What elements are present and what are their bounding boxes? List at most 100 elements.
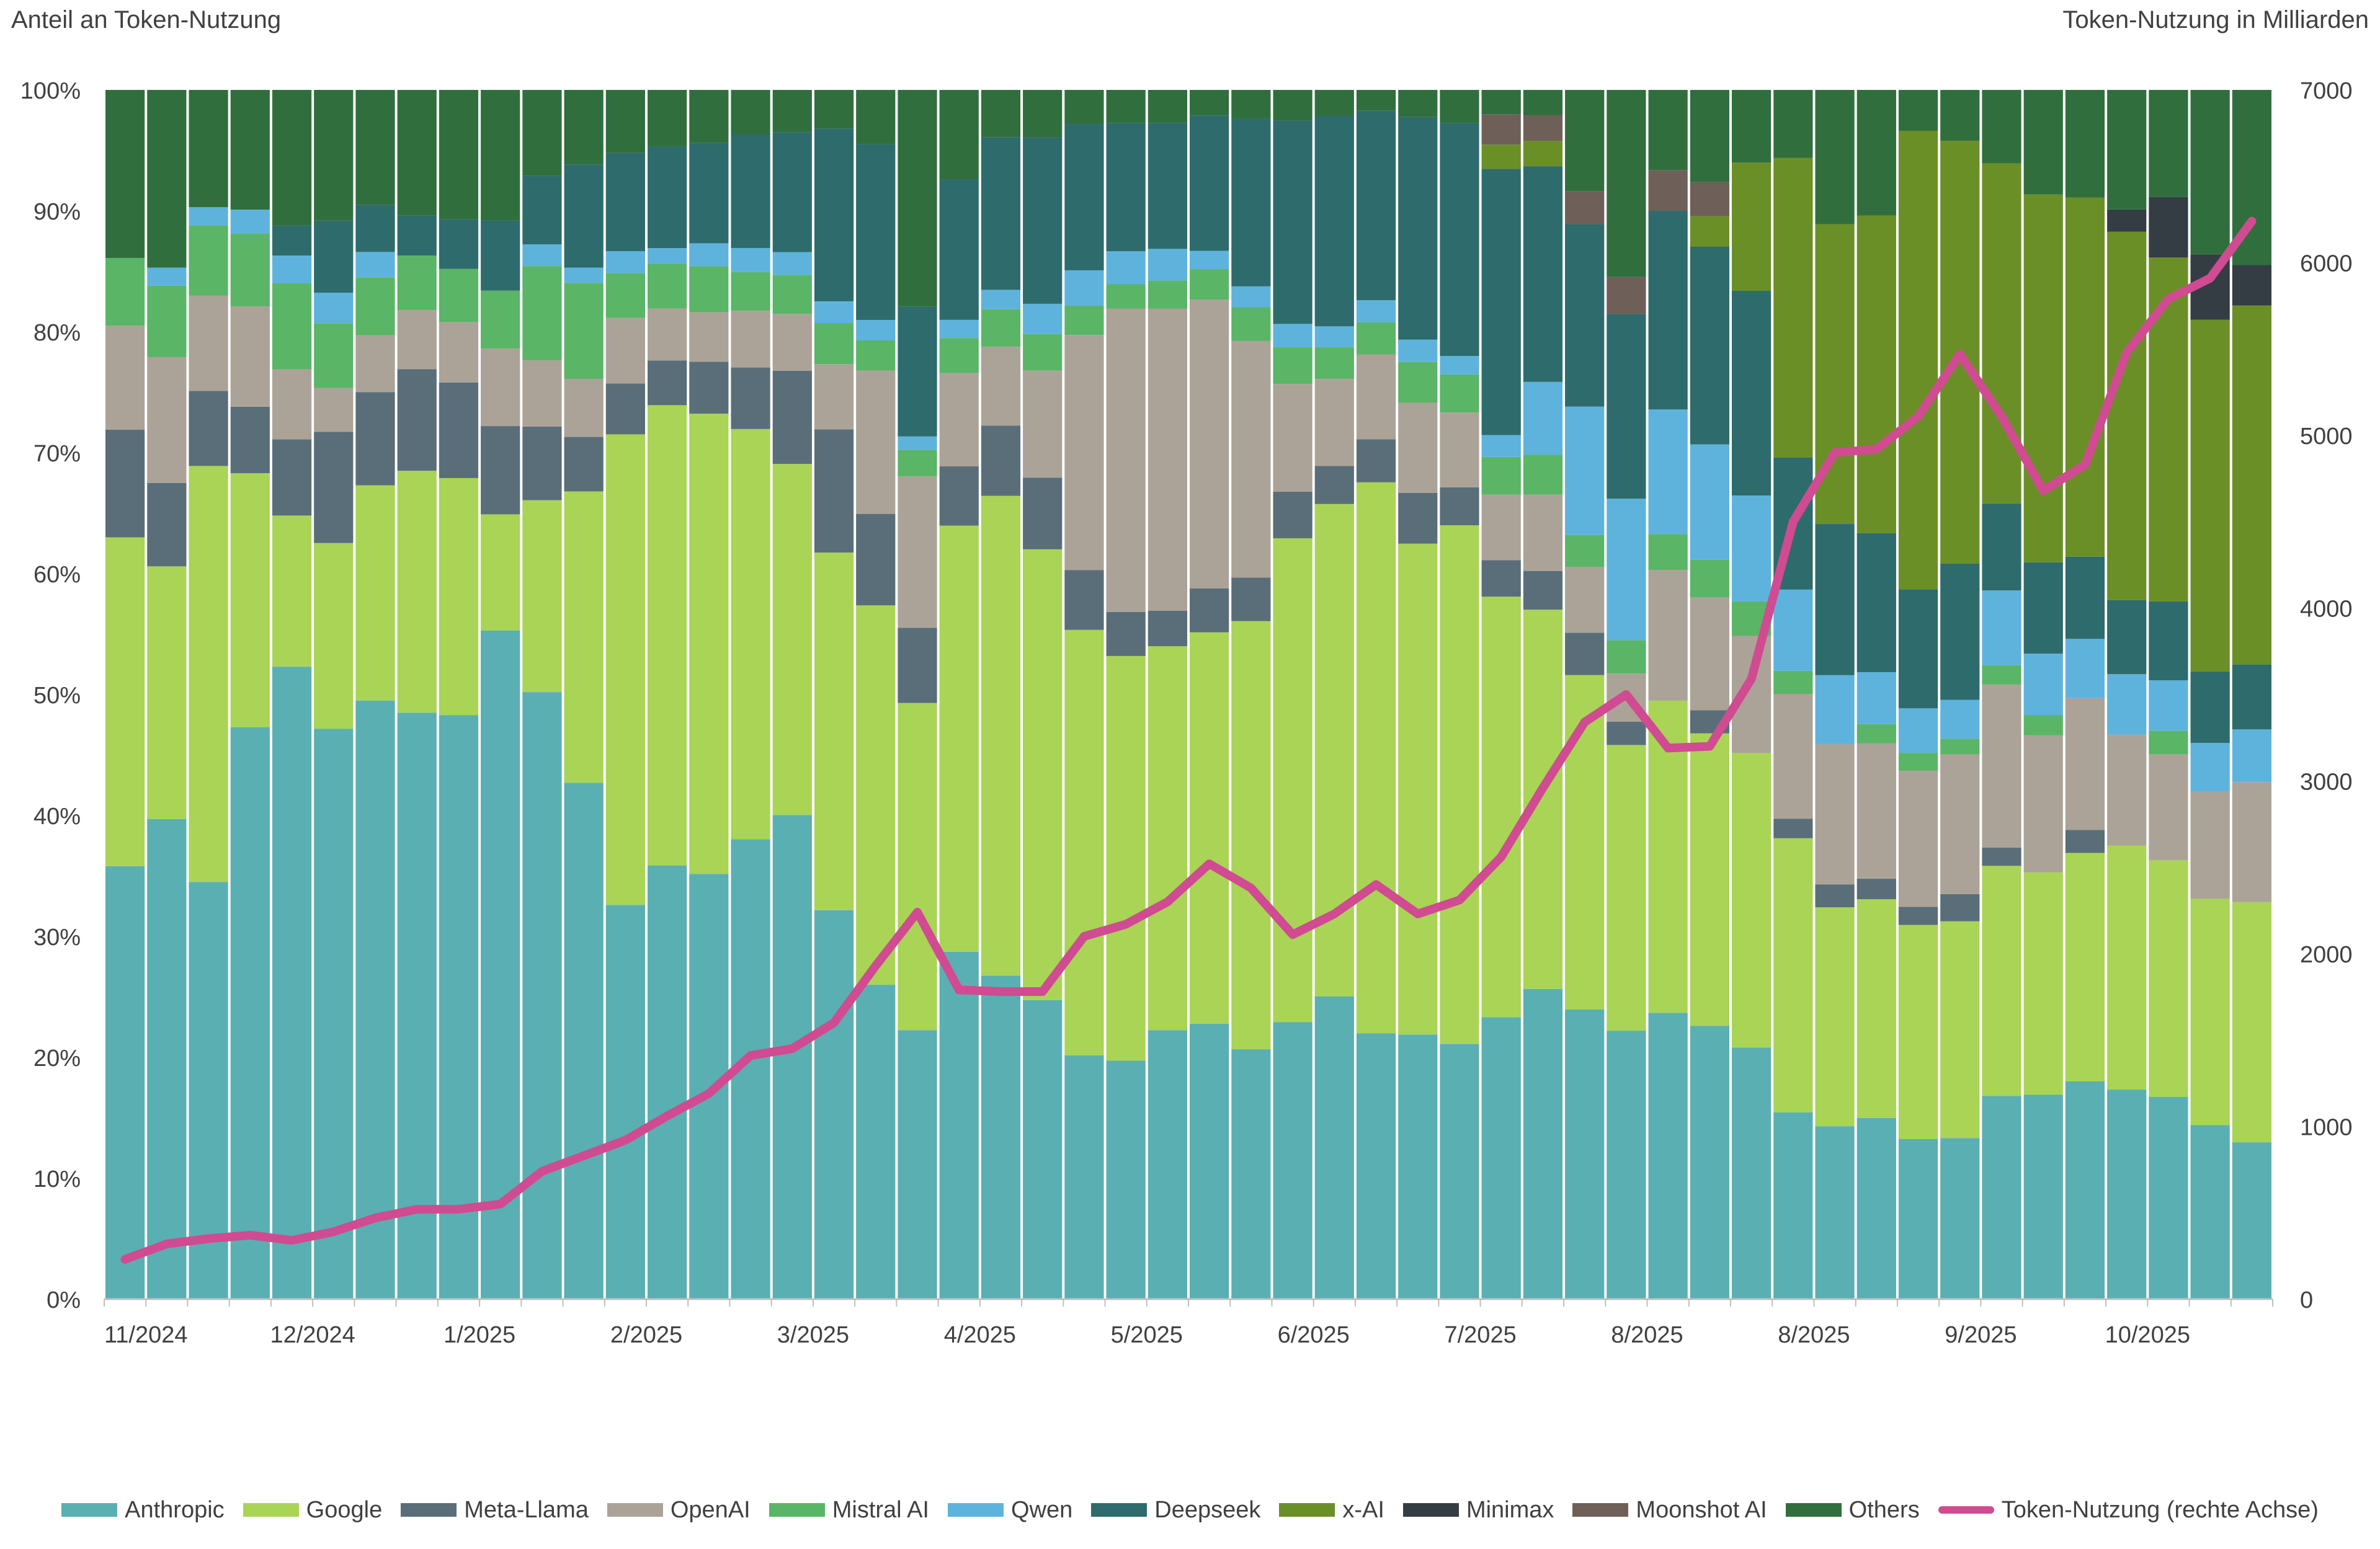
bar-segment-deepseek — [772, 132, 812, 252]
bar-segment-others — [2190, 90, 2230, 255]
bar-segment-google — [1398, 543, 1438, 1035]
bar-segment-openai — [1982, 685, 2021, 848]
bar-segment-openai — [1190, 300, 1229, 588]
legend-item: Minimax — [1402, 1497, 1554, 1524]
bar-segment-openai — [939, 373, 979, 467]
bar-segment-deepseek — [522, 175, 562, 245]
bar-segment-qwen — [1856, 672, 1896, 724]
bar-segment-openai — [147, 357, 187, 483]
bar-segment-others — [1106, 90, 1146, 123]
bar-segment-x-ai — [2065, 197, 2105, 557]
bar-segment-anthropic — [355, 700, 395, 1299]
bar-segment-google — [272, 515, 312, 667]
bar-segment-meta-llama — [648, 360, 687, 406]
bar-segment-meta-llama — [898, 628, 937, 703]
bar-segment-meta-llama — [522, 426, 562, 500]
bar-segment-mistral-ai — [1856, 724, 1896, 743]
bar-segment-openai — [1356, 354, 1396, 440]
bar-segment-google — [689, 414, 729, 874]
bar-segment-x-ai — [1732, 162, 1772, 291]
bar-segment-openai — [1023, 370, 1063, 478]
right-tick-label: 6000 — [2300, 251, 2353, 277]
bar-segment-mistral-ai — [189, 225, 228, 296]
bar-segment-others — [189, 90, 228, 208]
legend-label: Token-Nutzung (rechte Achse) — [2001, 1496, 2319, 1523]
bar-segment-qwen — [856, 319, 896, 340]
bar-segment-qwen — [1898, 708, 1938, 753]
bar-segment-mistral-ai — [230, 234, 270, 307]
bar-segment-mistral-ai — [1565, 535, 1605, 567]
bar-segment-openai — [1940, 754, 1980, 894]
bar-segment-x-ai — [2149, 257, 2188, 601]
bar-segment-mistral-ai — [314, 323, 354, 388]
bar-segment-openai — [1648, 570, 1688, 701]
bar-segment-others — [1314, 90, 1354, 116]
bar-segment-meta-llama — [1773, 819, 1813, 838]
bar-segment-mistral-ai — [898, 450, 937, 477]
bar-segment-others — [856, 90, 896, 144]
bar-segment-qwen — [1815, 675, 1855, 744]
legend-item: Google — [243, 1497, 382, 1524]
bar-segment-others — [1148, 90, 1187, 123]
x-tick-label: 9/2025 — [1945, 1322, 2017, 1348]
bar-segment-others — [230, 90, 270, 210]
bar-segment-deepseek — [1982, 504, 2021, 591]
bar-segment-google — [939, 525, 979, 952]
bar-segment-qwen — [522, 244, 562, 267]
bar-segment-deepseek — [1190, 115, 1229, 251]
right-tick-label: 1000 — [2300, 1114, 2353, 1140]
bar-segment-meta-llama — [1523, 570, 1563, 610]
bar-segment-deepseek — [314, 220, 354, 293]
bar-segment-meta-llama — [1440, 487, 1479, 526]
bar-segment-anthropic — [856, 985, 896, 1299]
bar-segment-minimax — [2149, 197, 2188, 258]
x-tick-label: 5/2025 — [1111, 1322, 1183, 1348]
bar-segment-meta-llama — [731, 367, 770, 429]
bar-segment-mistral-ai — [1356, 322, 1396, 355]
x-tick-label: 4/2025 — [944, 1322, 1016, 1348]
bar-segment-meta-llama — [856, 513, 896, 606]
bar-segment-qwen — [230, 210, 270, 234]
bar-segment-deepseek — [355, 205, 395, 252]
bar-segment-deepseek — [1148, 123, 1187, 249]
bar-segment-qwen — [1106, 251, 1146, 285]
bar-segment-openai — [2232, 782, 2271, 902]
legend-label: Meta-Llama — [464, 1496, 589, 1523]
bar-segment-qwen — [2023, 654, 2063, 715]
bar-segment-anthropic — [1023, 1000, 1063, 1299]
bar-segment-others — [1940, 90, 1980, 141]
x-axis-ticks: 11/2024 12/2024 1/2025 2/2025 3/2025 4/2025 5/… — [104, 1299, 2273, 1348]
bar-segment-anthropic — [772, 815, 812, 1299]
bar-segment-openai — [439, 322, 479, 383]
bar-segment-others — [939, 90, 979, 180]
bar-segment-others — [2107, 90, 2147, 210]
bar-segment-others — [772, 90, 812, 133]
bar-segment-anthropic — [1440, 1044, 1479, 1299]
bar-segment-deepseek — [1440, 123, 1479, 357]
bar-segment-x-ai — [2232, 305, 2271, 665]
bar-segment-google — [981, 495, 1021, 976]
left-tick-label: 80% — [33, 320, 81, 346]
bar-segment-google — [1940, 921, 1980, 1138]
bar-segment-others — [1523, 90, 1563, 116]
bar-segment-x-ai — [1773, 158, 1813, 458]
bar-segment-qwen — [1940, 699, 1980, 739]
bar-segment-mistral-ai — [1898, 753, 1938, 771]
bar-segment-qwen — [1565, 406, 1605, 535]
bar-segment-anthropic — [1982, 1096, 2021, 1299]
bar-segment-meta-llama — [1940, 894, 1980, 921]
bar-segment-google — [772, 464, 812, 815]
bar-segment-others — [1607, 90, 1646, 277]
bar-segment-google — [1148, 646, 1187, 1031]
bar-segment-google — [1440, 525, 1479, 1044]
bar-segment-google — [1732, 753, 1772, 1048]
legend-label: Mistral AI — [832, 1496, 929, 1523]
legend-swatch — [1279, 1503, 1335, 1517]
bar-segment-deepseek — [1523, 166, 1563, 382]
bar-segment-deepseek — [2107, 600, 2147, 675]
bar-segment-meta-llama — [605, 383, 645, 435]
bar-segment-qwen — [2065, 639, 2105, 698]
bar-segment-qwen — [731, 247, 770, 272]
bar-segment-google — [648, 405, 687, 866]
legend-label: Moonshot AI — [1636, 1496, 1767, 1523]
